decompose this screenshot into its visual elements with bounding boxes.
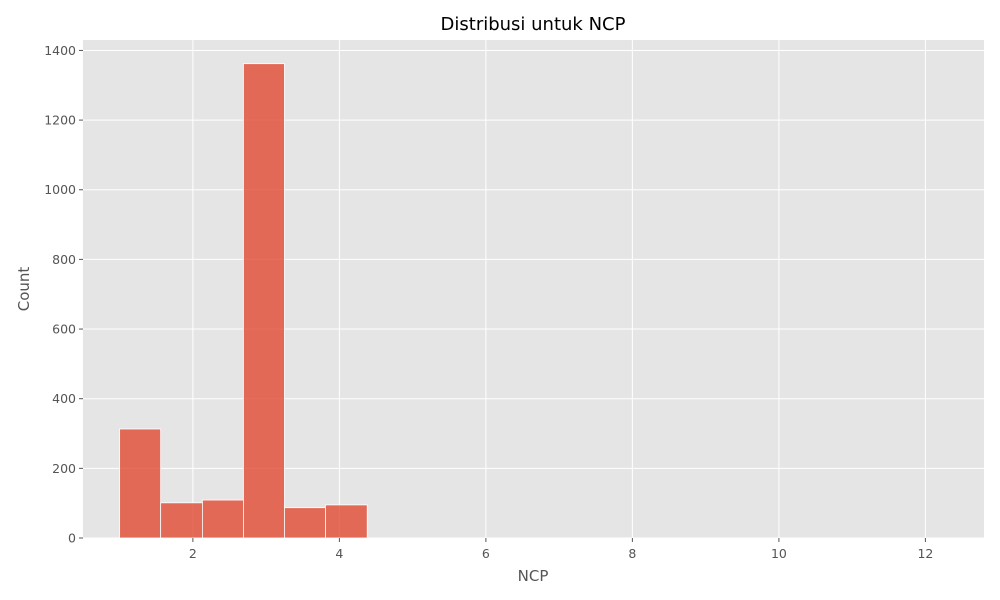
y-axis-ticks: 0 200 400 600 800 1000 1200 1400 bbox=[44, 43, 83, 546]
histogram-bar bbox=[119, 428, 162, 539]
histogram-bar bbox=[325, 504, 368, 539]
chart-title: Distribusi untuk NCP bbox=[441, 14, 626, 35]
histogram-bar bbox=[160, 502, 203, 539]
x-axis-label: NCP bbox=[518, 567, 549, 585]
x-axis-ticks: 2 4 6 8 10 12 bbox=[189, 538, 933, 561]
x-tick-label: 8 bbox=[628, 546, 636, 561]
y-tick-label: 1000 bbox=[44, 182, 76, 197]
y-tick-label: 1200 bbox=[44, 113, 76, 128]
x-tick-label: 12 bbox=[917, 546, 933, 561]
y-tick-label: 600 bbox=[52, 322, 76, 337]
y-tick-label: 400 bbox=[52, 391, 76, 406]
histogram-bar bbox=[202, 499, 244, 539]
y-tick-label: 200 bbox=[52, 461, 76, 476]
y-tick-label: 0 bbox=[68, 531, 76, 546]
grid-lines bbox=[83, 40, 984, 539]
x-tick-label: 6 bbox=[482, 546, 490, 561]
histogram-bar bbox=[243, 63, 285, 539]
histogram-bar bbox=[284, 507, 326, 539]
x-tick-label: 2 bbox=[189, 546, 197, 561]
plot-area bbox=[83, 40, 984, 538]
y-axis-label: Count bbox=[15, 267, 33, 312]
y-tick-label: 1400 bbox=[44, 43, 76, 58]
x-tick-label: 4 bbox=[335, 546, 343, 561]
histogram-bars bbox=[119, 63, 368, 539]
x-tick-label: 10 bbox=[771, 546, 787, 561]
y-tick-label: 800 bbox=[52, 252, 76, 267]
